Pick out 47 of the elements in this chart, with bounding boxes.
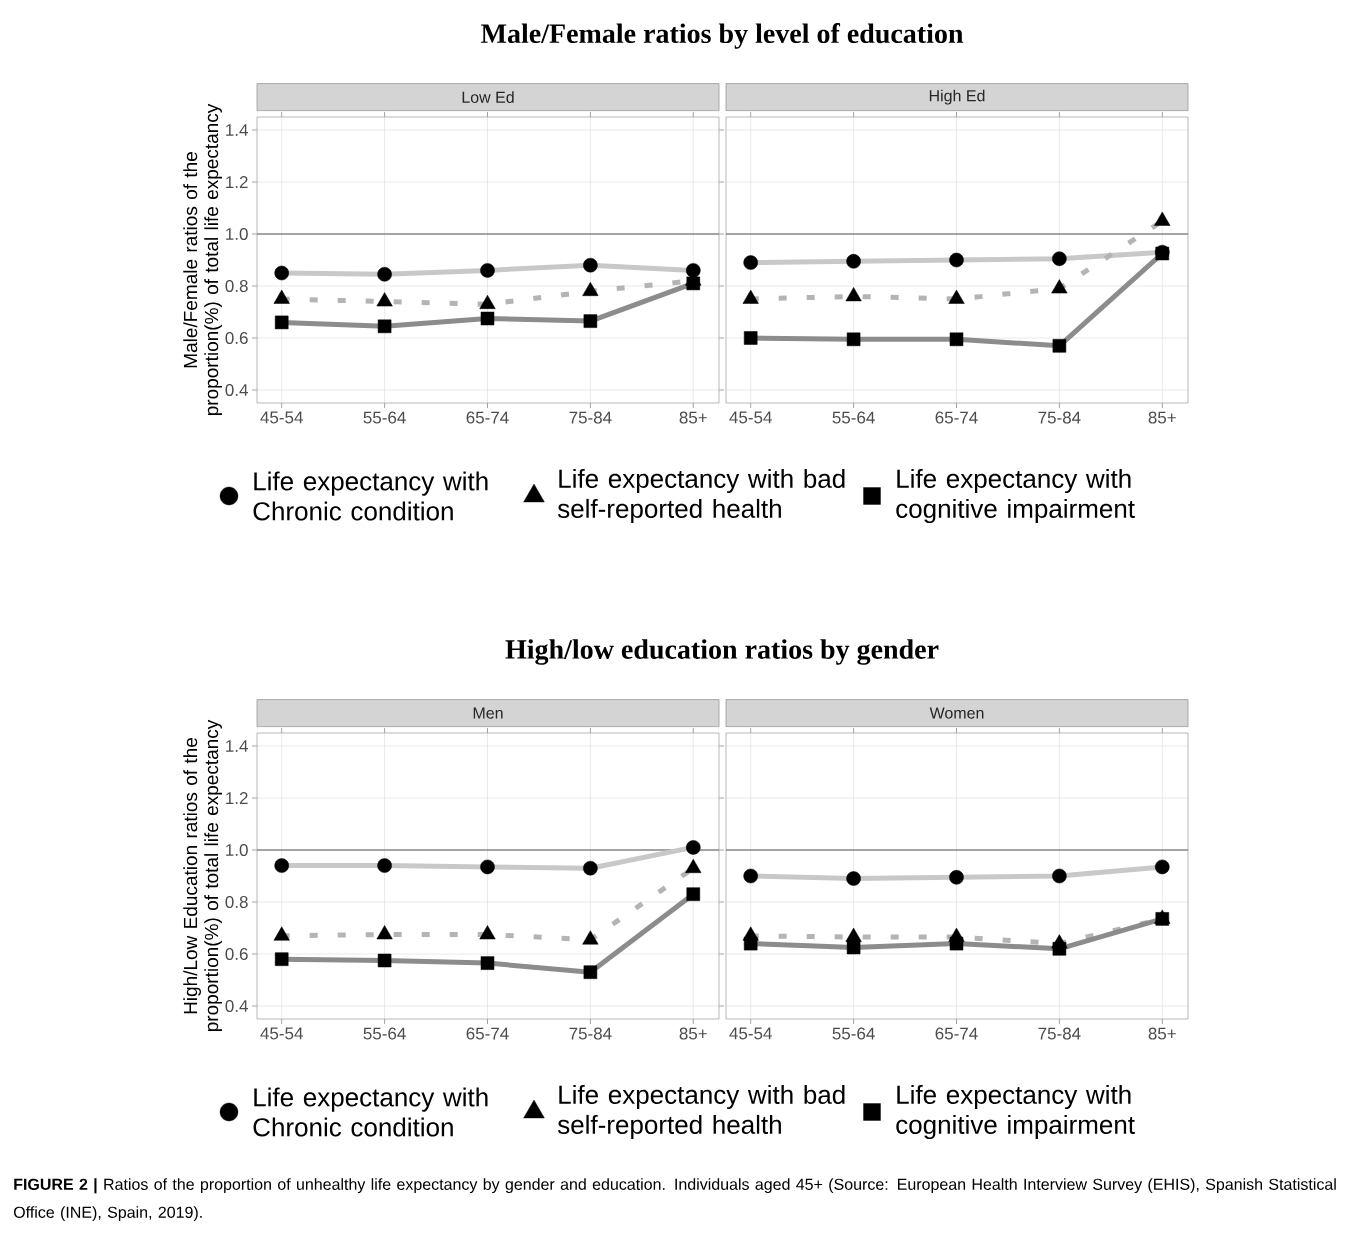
chart-subtitle: Women (929, 707, 984, 719)
legend-label: Life expectancy with Chronic condition (253, 1087, 488, 1137)
x-tick-label: 75-84 (569, 1027, 612, 1040)
legend-label: Life expectancy with cognitive impairment (896, 468, 1135, 524)
text: FIGURE 2 | Ratios of the proportion of unhealthy life expectancy by gender and education. Individuals aged 45+ (Source: European Health Interview Survey (EHIS), Spanish Statistical Office (INE), Spain, 2019). (13, 1178, 1336, 1222)
y-axis-title: Male/Female ratios of the proportion(%) of total life expectancy (183, 103, 222, 416)
x-tick-label: 45-54 (729, 411, 772, 424)
y-tick-label: 1.0 (226, 227, 248, 241)
chart-subtitle: High Ed (929, 89, 985, 105)
y-tick-label: 1.4 (226, 740, 248, 752)
chart-subtitle: Men (473, 707, 503, 719)
x-tick-label: 55-64 (363, 1027, 406, 1040)
x-tick-label: 65-74 (935, 1027, 978, 1040)
y-tick-label: 0.6 (225, 947, 248, 961)
x-tick-label: 65-74 (466, 1027, 509, 1040)
x-tick-label: 45-54 (729, 1027, 772, 1040)
legend-label: Life expectancy with bad self-reported health (557, 468, 845, 524)
x-tick-label: 45-54 (260, 411, 303, 424)
x-tick-label: 85+ (679, 411, 707, 424)
legend-label: Life expectancy with Chronic condition (253, 471, 488, 521)
x-tick-label: 85+ (679, 1027, 707, 1040)
legend-label: Life expectancy with bad self-reported health (557, 1084, 845, 1140)
x-tick-label: 55-64 (832, 411, 875, 424)
x-tick-label: 75-84 (569, 411, 612, 424)
y-tick-label: 0.4 (225, 999, 248, 1013)
x-tick-label: 55-64 (832, 1027, 875, 1040)
legend-label: Life expectancy with cognitive impairment (896, 1084, 1135, 1140)
x-tick-label: 85+ (1148, 411, 1176, 424)
y-tick-label: 0.8 (225, 279, 248, 293)
x-tick-label: 55-64 (363, 411, 406, 424)
y-tick-label: 0.4 (225, 383, 248, 397)
y-tick-label: 1.0 (226, 843, 248, 857)
chart-subtitle: Low Ed (462, 91, 514, 103)
x-tick-label: 85+ (1148, 1027, 1176, 1040)
y-tick-label: 1.2 (226, 176, 248, 188)
x-tick-label: 65-74 (466, 411, 509, 424)
x-tick-label: 65-74 (935, 411, 978, 424)
y-tick-label: 1.4 (226, 124, 248, 136)
y-tick-label: 0.6 (225, 331, 248, 345)
x-tick-label: 75-84 (1038, 1027, 1081, 1040)
x-tick-label: 75-84 (1038, 411, 1081, 424)
y-tick-label: 0.8 (225, 895, 248, 909)
y-axis-title: High/Low Education ratios of the proportion(%) of total life expectancy (183, 719, 222, 1032)
y-tick-label: 1.2 (226, 792, 248, 804)
chart-title: High/low education ratios by gender (505, 639, 939, 665)
chart-title: Male/Female ratios by level of education (481, 23, 964, 49)
x-tick-label: 45-54 (260, 1027, 303, 1040)
